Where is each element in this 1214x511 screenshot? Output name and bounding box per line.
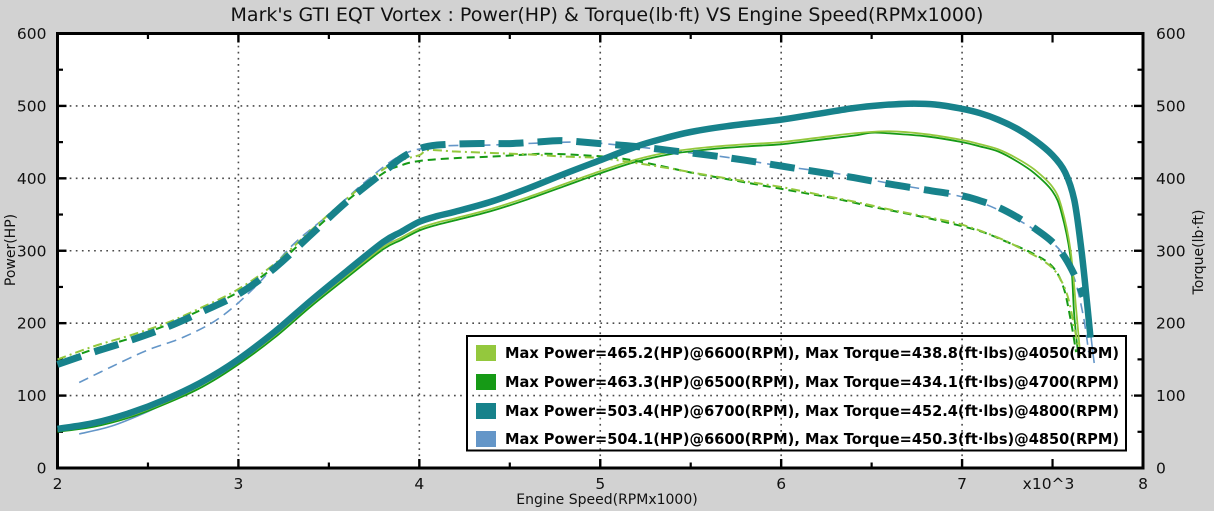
y-tick-label-left-100: 100 [17, 387, 47, 405]
curve-light-green-torque [57, 148, 1081, 361]
curve-teal-power [56, 100, 1094, 433]
x-tick-label-7: 7 [957, 475, 967, 493]
y-tick-label-right-300: 300 [1156, 242, 1186, 260]
y-axis-label-torque: Torque(lb·ft) [1191, 209, 1207, 295]
curve-dark-green-power [57, 131, 1079, 433]
legend-item-3: Max Power=504.1(HP)@6600(RPM), Max Torqu… [476, 429, 1158, 449]
y-tick-label-left-300: 300 [17, 242, 47, 260]
curve-teal-torque [56, 137, 1087, 368]
y-tick-label-left-200: 200 [17, 315, 47, 333]
y-tick-label-right-500: 500 [1156, 97, 1186, 115]
chart-title: Mark's GTI EQT Vortex : Power(HP) & Torq… [230, 4, 984, 26]
y-tick-label-right-100: 100 [1156, 387, 1186, 405]
y-tick-label-right-400: 400 [1156, 170, 1186, 188]
x-axis-label: Engine Speed(RPMx1000) [516, 492, 698, 508]
x-tick-label-2: 2 [53, 475, 63, 493]
x-tick-label-6: 6 [776, 475, 786, 493]
legend-swatch-dark_green [476, 373, 496, 390]
y-tick-label-left-400: 400 [17, 170, 47, 188]
y-tick-label-right-200: 200 [1156, 315, 1186, 333]
legend-swatch-teal [476, 402, 496, 419]
y-tick-label-left-0: 0 [37, 460, 47, 478]
legend-swatch-steel_blue [476, 431, 496, 448]
x-tick-label-3: 3 [233, 475, 243, 493]
y-tick-label-right-600: 600 [1156, 25, 1186, 43]
y-axis-label-power: Power(HP) [3, 213, 19, 287]
x-tick-label-8: 8 [1138, 475, 1148, 493]
y-tick-label-left-600: 600 [17, 25, 47, 43]
legend-item-1: Max Power=463.3(HP)@6500(RPM), Max Torqu… [476, 372, 1158, 392]
legend-border [466, 335, 1127, 452]
legend-item-2: Max Power=503.4(HP)@6700(RPM), Max Torqu… [476, 401, 1158, 421]
x-tick-label-5: 5 [595, 475, 605, 493]
legend-label-3: Max Power=504.1(HP)@6600(RPM), Max Torqu… [505, 430, 1120, 449]
x-axis-multiplier-label: x10^3 [1023, 475, 1075, 493]
y-tick-label-left-500: 500 [17, 97, 47, 115]
plot-frame [56, 32, 1145, 470]
legend-swatch-light_green [476, 345, 496, 362]
x-tick-label-4: 4 [414, 475, 424, 493]
y-tick-label-right-0: 0 [1156, 460, 1166, 478]
legend-item-0: Max Power=465.2(HP)@6600(RPM), Max Torqu… [476, 343, 1158, 363]
legend-label-2: Max Power=503.4(HP)@6700(RPM), Max Torqu… [505, 401, 1120, 420]
legend: Max Power=465.2(HP)@6600(RPM), Max Torqu… [467, 336, 1126, 451]
legend-label-1: Max Power=463.3(HP)@6500(RPM), Max Torqu… [505, 372, 1120, 391]
legend-label-0: Max Power=465.2(HP)@6600(RPM), Max Torqu… [505, 344, 1120, 363]
